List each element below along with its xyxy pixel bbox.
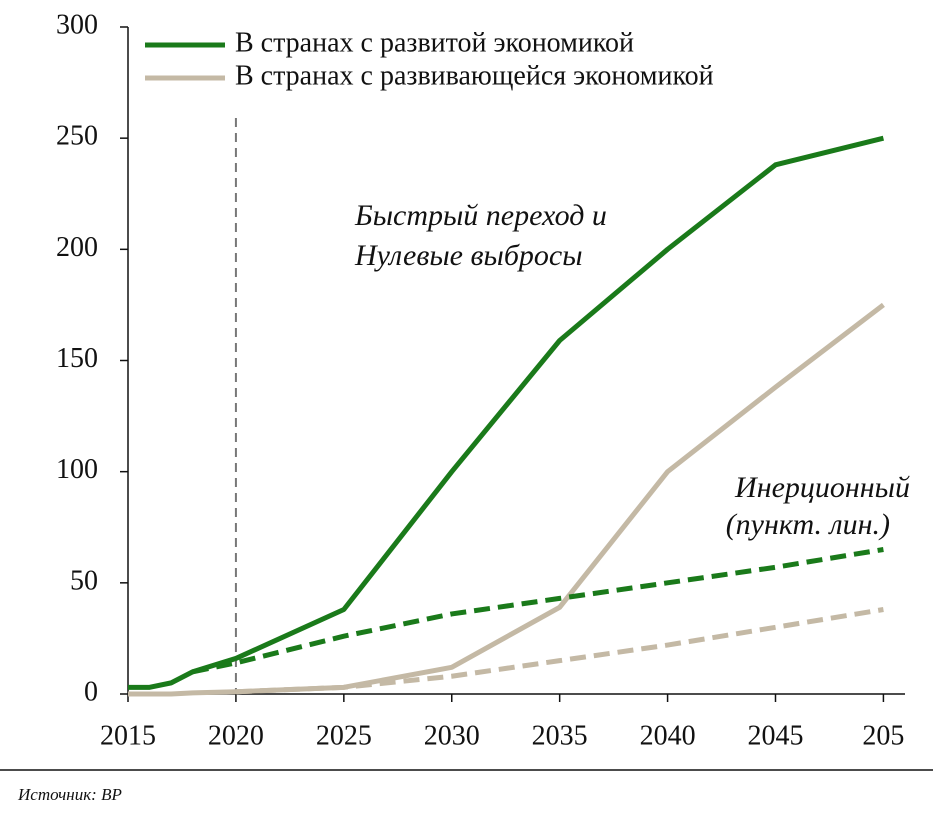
y-tick-label: 50 <box>70 565 98 596</box>
legend-label: В странах с развитой экономикой <box>235 27 634 58</box>
y-tick-label: 0 <box>84 676 98 707</box>
x-tick-label: 2040 <box>640 720 696 751</box>
x-tick-label: 2030 <box>424 720 480 751</box>
x-tick-label: 2045 <box>748 720 804 751</box>
y-tick-label: 100 <box>56 454 98 485</box>
series-line <box>192 547 884 675</box>
x-tick-label: 2025 <box>316 720 372 751</box>
legend-label: В странах с развивающейся экономикой <box>235 60 714 91</box>
y-tick-label: 300 <box>56 9 98 40</box>
series-line <box>128 135 885 690</box>
annotation: Быстрый переход и <box>354 199 607 232</box>
annotation: Инерционный <box>734 471 910 504</box>
x-tick-label: 2035 <box>532 720 588 751</box>
y-tick-label: 250 <box>56 121 98 152</box>
y-tick-label: 200 <box>56 232 98 263</box>
source: Источник: BP <box>17 785 122 804</box>
x-tick-label: 2015 <box>100 720 156 751</box>
x-tick-label: 205 <box>862 720 904 751</box>
annotation: Нулевые выбросы <box>354 239 583 272</box>
x-tick-label: 2020 <box>208 720 264 751</box>
series-line <box>235 607 884 695</box>
annotation: (пункт. лин.) <box>726 508 890 541</box>
y-tick-label: 150 <box>56 343 98 374</box>
